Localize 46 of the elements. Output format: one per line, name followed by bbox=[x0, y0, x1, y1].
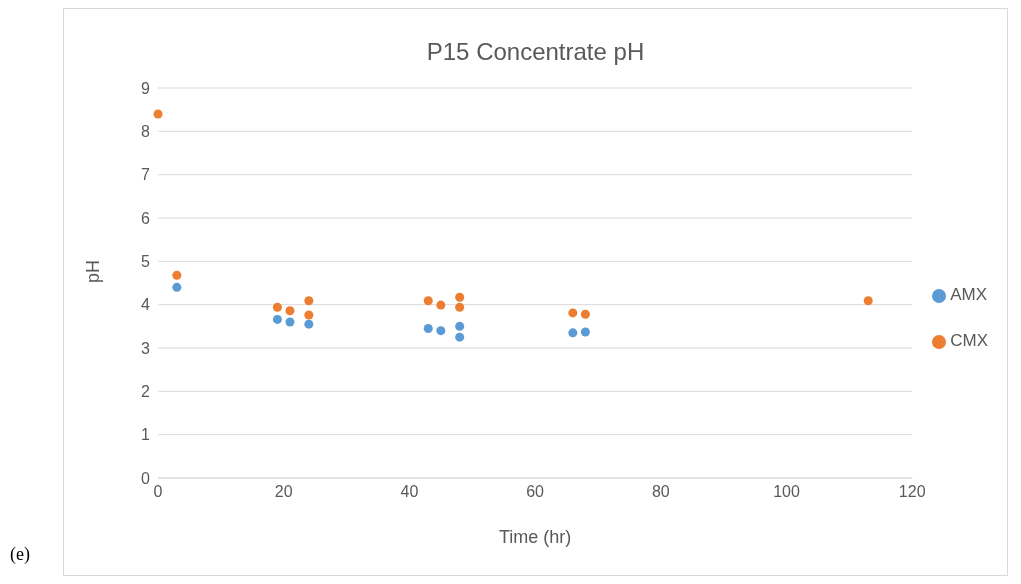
y-tick-label: 5 bbox=[141, 253, 151, 271]
point bbox=[285, 317, 295, 327]
y-tick-label: 1 bbox=[141, 426, 151, 444]
x-tick-label: 100 bbox=[773, 483, 800, 501]
x-tick-label: 0 bbox=[153, 483, 163, 501]
point bbox=[172, 282, 182, 292]
y-tick-label: 8 bbox=[141, 123, 151, 141]
y-tick-label: 7 bbox=[141, 166, 151, 184]
y-tick-label: 3 bbox=[141, 339, 151, 357]
x-tick-label: 20 bbox=[274, 483, 293, 501]
y-tick-label: 9 bbox=[141, 79, 151, 97]
point bbox=[285, 306, 295, 316]
point bbox=[304, 296, 314, 306]
point bbox=[272, 302, 282, 312]
point bbox=[863, 296, 873, 306]
point bbox=[172, 270, 182, 280]
point bbox=[580, 327, 590, 337]
point bbox=[272, 314, 282, 324]
x-tick-label: 60 bbox=[526, 483, 545, 501]
chart-title: P15 Concentrate pH bbox=[425, 38, 646, 66]
y-tick-label: 6 bbox=[141, 209, 151, 227]
point bbox=[580, 309, 590, 319]
y-tick-label: 0 bbox=[141, 469, 151, 487]
legend-label: CMX bbox=[950, 331, 988, 350]
point bbox=[455, 321, 465, 331]
y-axis-title: pH bbox=[83, 259, 104, 283]
point bbox=[568, 328, 578, 338]
point bbox=[304, 310, 314, 320]
point bbox=[436, 326, 446, 336]
point bbox=[455, 302, 465, 312]
point bbox=[423, 323, 433, 334]
x-tick-label: 120 bbox=[898, 483, 926, 501]
y-tick-label: 4 bbox=[141, 296, 151, 314]
x-axis-title: Time (hr) bbox=[498, 527, 572, 547]
point bbox=[455, 332, 465, 342]
point bbox=[568, 308, 578, 318]
point bbox=[423, 296, 433, 306]
point bbox=[153, 109, 163, 119]
text: (e) bbox=[10, 544, 30, 565]
y-tick-label: 2 bbox=[141, 383, 151, 401]
point bbox=[304, 319, 314, 329]
x-tick-label: 40 bbox=[400, 483, 419, 501]
legend-label: AMX bbox=[950, 285, 988, 304]
point bbox=[455, 292, 465, 302]
point bbox=[436, 300, 446, 310]
x-tick-label: 80 bbox=[651, 483, 670, 501]
